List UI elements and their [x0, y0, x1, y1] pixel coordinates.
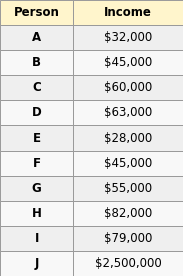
Text: B: B — [32, 56, 41, 69]
Bar — [0, 126, 73, 150]
Bar — [0, 50, 73, 75]
Text: I: I — [34, 232, 39, 245]
Text: H: H — [32, 207, 42, 220]
Text: $45,000: $45,000 — [104, 56, 152, 69]
Bar — [73, 251, 183, 276]
Text: F: F — [33, 156, 41, 169]
Text: $63,000: $63,000 — [104, 107, 152, 120]
Text: G: G — [32, 182, 42, 195]
Text: $79,000: $79,000 — [104, 232, 152, 245]
Text: J: J — [34, 257, 39, 270]
Bar — [0, 75, 73, 100]
Text: Income: Income — [104, 6, 152, 19]
Bar — [73, 150, 183, 176]
Bar — [0, 251, 73, 276]
Bar — [73, 50, 183, 75]
Bar — [73, 75, 183, 100]
Bar — [0, 226, 73, 251]
Text: D: D — [32, 107, 42, 120]
Bar — [73, 0, 183, 25]
Text: Person: Person — [14, 6, 59, 19]
Text: $60,000: $60,000 — [104, 81, 152, 94]
Text: A: A — [32, 31, 41, 44]
Text: $45,000: $45,000 — [104, 156, 152, 169]
Bar — [0, 150, 73, 176]
Bar — [0, 176, 73, 201]
Bar — [0, 25, 73, 50]
Text: $55,000: $55,000 — [104, 182, 152, 195]
Bar — [0, 100, 73, 126]
Text: C: C — [32, 81, 41, 94]
Text: $82,000: $82,000 — [104, 207, 152, 220]
Text: $32,000: $32,000 — [104, 31, 152, 44]
Bar — [73, 226, 183, 251]
Text: E: E — [33, 131, 41, 145]
Bar — [73, 100, 183, 126]
Bar — [73, 126, 183, 150]
Text: $28,000: $28,000 — [104, 131, 152, 145]
Bar — [73, 25, 183, 50]
Bar — [0, 201, 73, 226]
Text: $2,500,000: $2,500,000 — [95, 257, 161, 270]
Bar — [73, 176, 183, 201]
Bar — [0, 0, 73, 25]
Bar — [73, 201, 183, 226]
